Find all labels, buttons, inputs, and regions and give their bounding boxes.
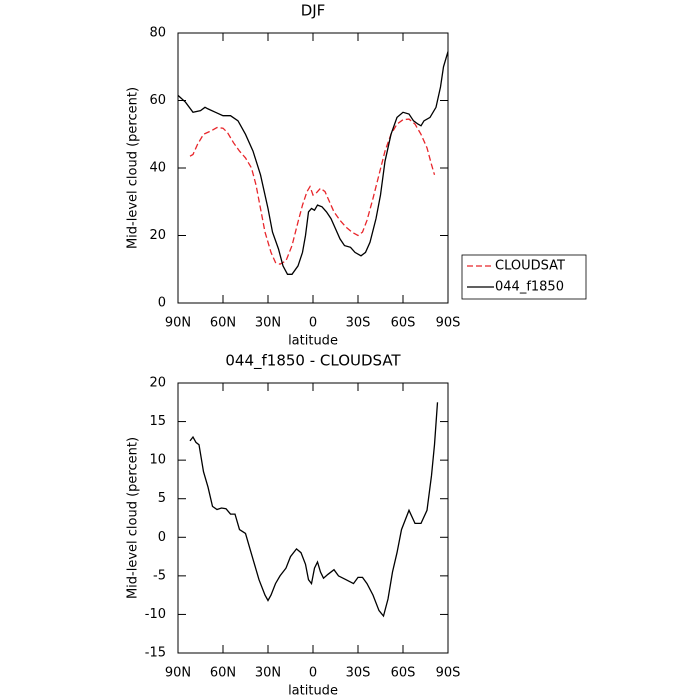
x-tick-label: 30S	[346, 666, 371, 681]
y-tick-label: 20	[149, 376, 166, 391]
y-axis-label: Mid-level cloud (percent)	[126, 87, 141, 249]
series-line	[177, 51, 449, 275]
x-tick-label: 90S	[436, 316, 461, 331]
x-axis-label: latitude	[288, 334, 338, 349]
y-tick-label: 5	[158, 491, 166, 506]
y-tick-label: 20	[149, 228, 166, 243]
series-line	[189, 118, 436, 265]
legend-label: CLOUDSAT	[495, 259, 565, 274]
y-tick-label: -15	[145, 646, 166, 661]
chart-title: 044_f1850 - CLOUDSAT	[225, 352, 401, 371]
legend-label: 044_f1850	[495, 280, 564, 295]
series-line	[189, 402, 439, 618]
plot-frame	[177, 32, 449, 304]
x-tick-label: 0	[309, 316, 317, 331]
x-tick-label: 90N	[165, 316, 191, 331]
y-axis-label: Mid-level cloud (percent)	[126, 437, 141, 599]
legend-box	[461, 254, 587, 300]
y-tick-label: 60	[149, 93, 166, 108]
x-tick-label: 30S	[346, 316, 371, 331]
x-tick-label: 60S	[391, 666, 416, 681]
x-tick-label: 60N	[210, 666, 236, 681]
y-tick-label: 0	[158, 530, 166, 545]
y-tick-label: -10	[145, 607, 166, 622]
y-tick-label: 10	[149, 453, 166, 468]
x-tick-label: 60S	[391, 316, 416, 331]
y-tick-label: 80	[149, 26, 166, 41]
x-tick-label: 0	[309, 666, 317, 681]
y-tick-label: 15	[149, 414, 166, 429]
y-tick-label: -5	[153, 568, 166, 583]
chart-title: DJF	[301, 2, 326, 20]
x-tick-label: 30N	[255, 666, 281, 681]
x-tick-label: 60N	[210, 316, 236, 331]
x-tick-label: 90N	[165, 666, 191, 681]
y-tick-label: 0	[158, 296, 166, 311]
y-tick-label: 40	[149, 161, 166, 176]
plot-frame	[177, 382, 449, 654]
x-tick-label: 90S	[436, 666, 461, 681]
x-tick-label: 30N	[255, 316, 281, 331]
x-axis-label: latitude	[288, 684, 338, 699]
